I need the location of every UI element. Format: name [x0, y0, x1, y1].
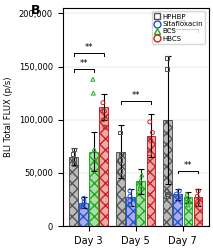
Point [102, 118, 106, 122]
Point [166, 189, 169, 193]
Point [139, 173, 142, 177]
Text: **: ** [131, 90, 140, 100]
Bar [126, 198, 135, 226]
Point [197, 203, 201, 207]
Point [151, 120, 154, 124]
Point [119, 169, 123, 173]
Point [93, 158, 96, 162]
Point [186, 203, 190, 207]
Point [140, 178, 143, 182]
Point [167, 192, 170, 196]
Point [82, 196, 86, 200]
Point [150, 139, 153, 143]
Point [128, 189, 131, 193]
Point [93, 148, 96, 152]
Point [104, 101, 107, 105]
Point [198, 200, 201, 204]
Text: **: ** [79, 58, 88, 68]
Point [81, 203, 84, 207]
Point [83, 200, 86, 204]
Point [177, 198, 181, 202]
Text: **: ** [84, 43, 93, 52]
Point [130, 203, 134, 207]
Bar [147, 136, 155, 226]
Point [138, 187, 141, 191]
Text: B: B [30, 4, 40, 17]
Point [104, 125, 107, 129]
Bar [184, 198, 192, 226]
Point [167, 56, 171, 60]
Point [129, 198, 132, 202]
Bar [173, 194, 182, 226]
Bar [137, 182, 145, 226]
Text: **: ** [178, 19, 187, 28]
Bar [79, 203, 88, 226]
Point [150, 130, 153, 134]
Point [128, 194, 132, 198]
Point [195, 189, 198, 193]
Point [167, 67, 171, 71]
Legend: HPHBP, Sitafloxacin, BCS, HBCS: HPHBP, Sitafloxacin, BCS, HBCS [151, 12, 205, 44]
Point [92, 91, 96, 95]
Bar [99, 107, 108, 226]
Point [71, 162, 74, 166]
Point [148, 152, 152, 156]
Point [185, 196, 189, 200]
Bar [116, 152, 125, 226]
Point [184, 192, 188, 196]
Bar [69, 157, 78, 226]
Bar [163, 120, 172, 226]
Point [139, 184, 142, 188]
Bar [194, 198, 202, 226]
Point [120, 158, 123, 162]
Point [176, 196, 179, 200]
Point [71, 152, 74, 156]
Point [175, 189, 178, 193]
Point [93, 77, 97, 81]
Point [197, 194, 201, 198]
Text: **: ** [184, 161, 192, 170]
Point [164, 194, 168, 198]
Point [175, 192, 178, 196]
Y-axis label: BLI Total FLUX (p/s): BLI Total FLUX (p/s) [4, 77, 13, 157]
Point [73, 148, 76, 152]
Point [71, 157, 74, 161]
Point [118, 152, 122, 156]
Point [81, 205, 84, 209]
Point [118, 130, 122, 134]
Bar [89, 152, 98, 226]
Point [187, 200, 191, 204]
Point [102, 109, 106, 113]
